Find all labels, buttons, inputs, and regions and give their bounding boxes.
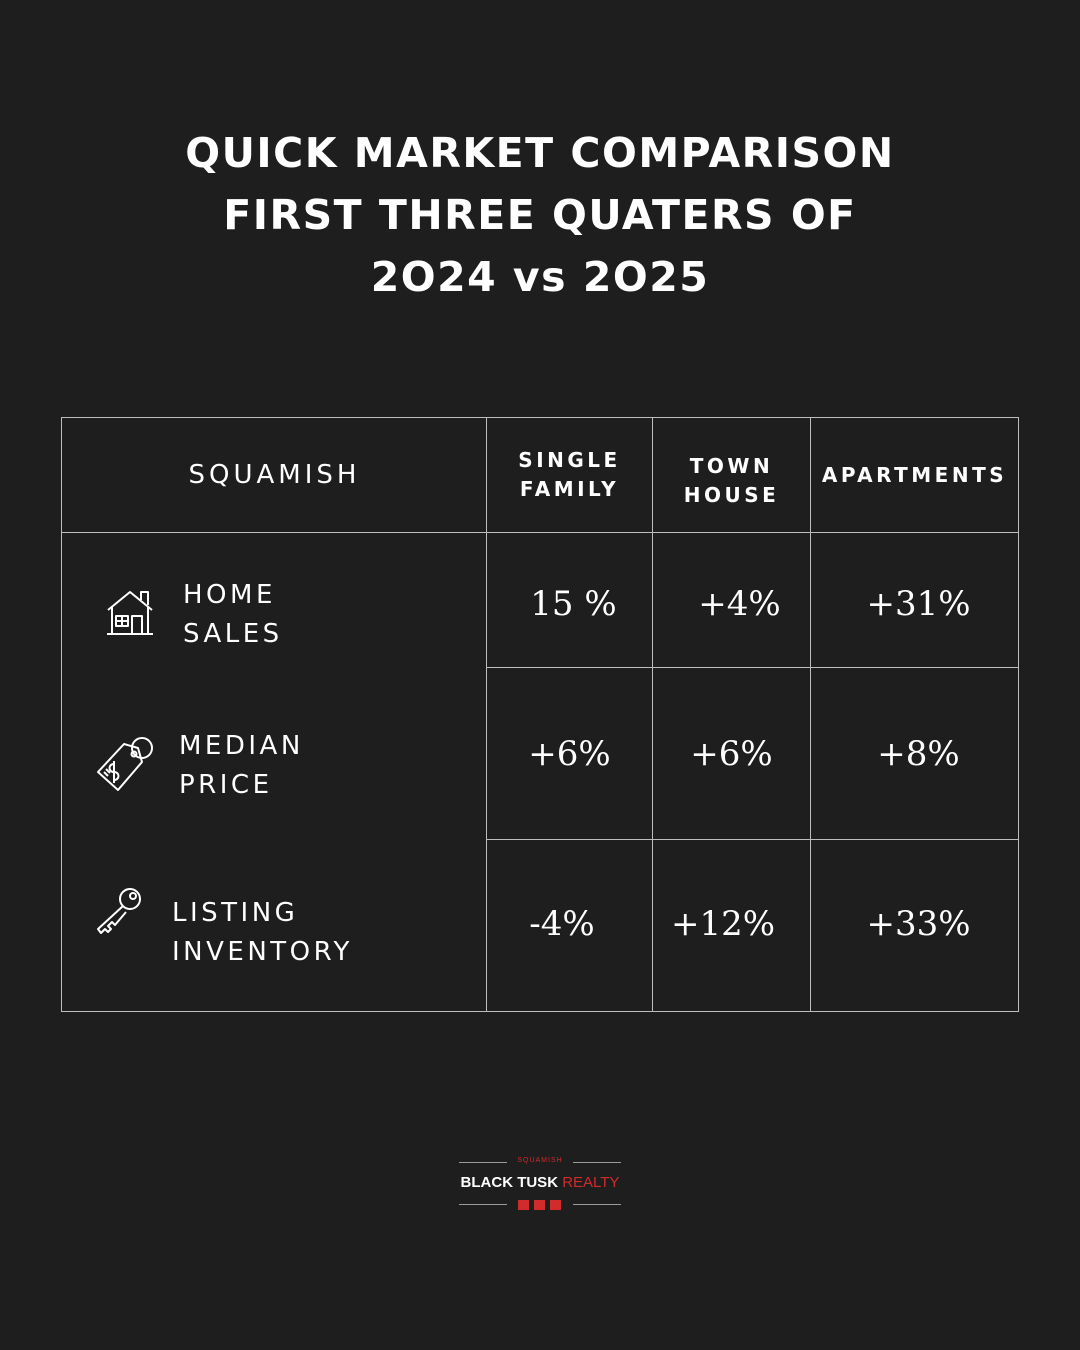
table-column-divider bbox=[486, 417, 487, 1012]
row-label-line: INVENTORY bbox=[172, 937, 353, 967]
logo-rule bbox=[573, 1162, 621, 1163]
value-listing-inventory-single-family: -4% bbox=[529, 904, 595, 944]
row-label-home-sales: HOME SALES bbox=[183, 576, 283, 654]
row-label-line: LISTING bbox=[172, 898, 299, 928]
value-median-price-town-house: +6% bbox=[690, 734, 773, 774]
table-border-left bbox=[61, 417, 62, 1012]
logo-rule bbox=[573, 1204, 621, 1205]
column-header-line: APARTMENTS bbox=[821, 462, 1008, 487]
row-label-line: SALES bbox=[183, 619, 283, 649]
table-header-divider bbox=[61, 532, 1019, 533]
logo-wordmark: BLACK TUSK REALTY bbox=[455, 1174, 625, 1191]
column-header-apartments: APARTMENTS bbox=[811, 418, 1018, 532]
value-median-price-single-family: +6% bbox=[528, 734, 611, 774]
table-border-bottom bbox=[61, 1011, 1019, 1012]
value-listing-inventory-town-house: +12% bbox=[670, 904, 776, 944]
logo-building-icon bbox=[518, 1200, 529, 1210]
table-column-divider bbox=[810, 417, 811, 1012]
table-row-divider bbox=[487, 667, 1019, 668]
row-label-listing-inventory: LISTING INVENTORY bbox=[172, 894, 353, 972]
title-line-2: FIRST THREE QUATERS OF bbox=[223, 191, 857, 239]
logo-house-icon bbox=[550, 1200, 561, 1210]
value-home-sales-apartments: +31% bbox=[866, 584, 971, 624]
column-header-single-family: SINGLE FAMILY bbox=[487, 418, 652, 532]
column-header-line: FAMILY bbox=[519, 477, 620, 501]
title-line-1: QUICK MARKET COMPARISON bbox=[185, 129, 895, 177]
value-home-sales-single-family: 15 % bbox=[530, 584, 617, 624]
table-row-divider bbox=[487, 839, 1019, 840]
column-header-line: HOUSE bbox=[683, 483, 780, 507]
table-column-divider bbox=[652, 417, 653, 1012]
column-header-line: TOWN bbox=[689, 454, 774, 478]
title-line-3: 2O24 vs 2O25 bbox=[370, 253, 710, 301]
table-border-top bbox=[61, 417, 1019, 418]
column-header-line: SINGLE bbox=[518, 448, 621, 472]
logo-location-text: SQUAMISH bbox=[517, 1157, 563, 1164]
value-median-price-apartments: +8% bbox=[877, 734, 960, 774]
logo-rule bbox=[459, 1162, 507, 1163]
region-header: SQUAMISH bbox=[188, 460, 361, 490]
price-tag-icon bbox=[97, 737, 153, 791]
brand-logo: SQUAMISH BLACK TUSK REALTY bbox=[455, 1155, 625, 1215]
column-header-town-house: TOWN HOUSE bbox=[653, 424, 810, 538]
house-icon bbox=[107, 591, 153, 635]
row-label-line: MEDIAN bbox=[179, 731, 304, 761]
key-icon bbox=[97, 888, 141, 934]
logo-brand-main: BLACK TUSK bbox=[460, 1174, 559, 1191]
row-label-line: HOME bbox=[183, 580, 276, 610]
row-label-line: PRICE bbox=[179, 770, 273, 800]
table-border-right bbox=[1018, 417, 1019, 1012]
row-label-median-price: MEDIAN PRICE bbox=[179, 727, 304, 805]
page-title: QUICK MARKET COMPARISON FIRST THREE QUAT… bbox=[0, 122, 1080, 308]
logo-rule bbox=[459, 1204, 507, 1205]
value-home-sales-town-house: +4% bbox=[698, 584, 781, 624]
value-listing-inventory-apartments: +33% bbox=[866, 904, 971, 944]
logo-car-icon bbox=[534, 1200, 545, 1210]
logo-brand-accent: REALTY bbox=[562, 1174, 620, 1191]
